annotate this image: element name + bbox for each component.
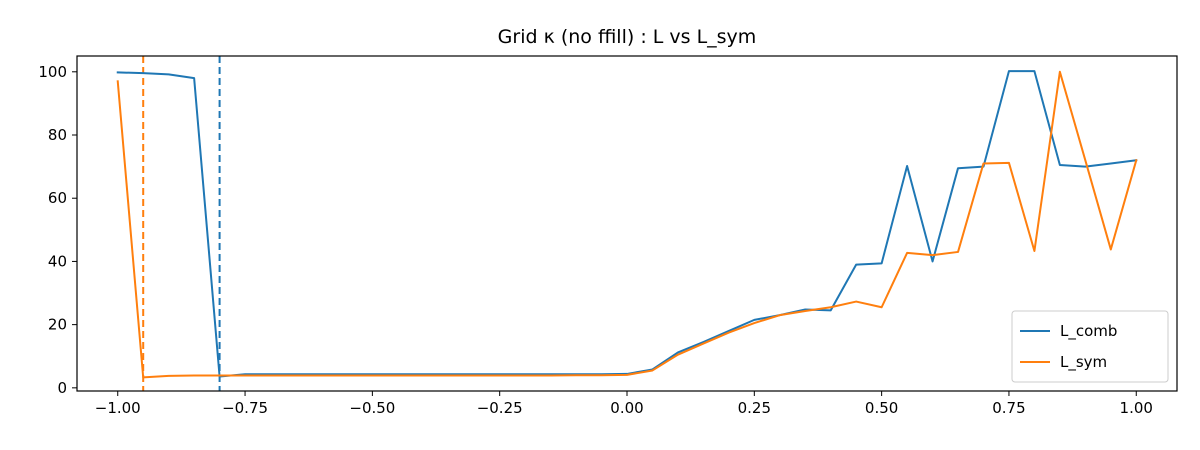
chart-title: Grid κ (no ffill) : L vs L_sym [498, 26, 757, 48]
legend-label-L-comb: L_comb [1060, 322, 1117, 341]
x-tick-label: 0.00 [610, 399, 643, 417]
series-line-l-sym [116, 70, 1138, 379]
x-tick-label: 0.75 [992, 399, 1025, 417]
legend-box [1011, 310, 1169, 383]
y-axis: 0 20 40 60 80 100 [38, 63, 77, 397]
y-tick-label: 20 [48, 316, 67, 334]
y-tick-label: 60 [48, 189, 67, 207]
x-tick-label: −0.25 [477, 399, 523, 417]
x-axis: −1.00 −0.75 −0.50 −0.25 0.00 0.25 0.50 0.75 1.00 [95, 391, 1153, 417]
y-tick-label: 0 [57, 379, 67, 397]
legend: L_comb L_sym [1011, 310, 1169, 383]
x-tick-label: −1.00 [95, 399, 141, 417]
x-tick-label: 0.25 [738, 399, 771, 417]
x-tick-label: −0.75 [222, 399, 268, 417]
x-tick-label: 0.50 [865, 399, 898, 417]
x-tick-label: −0.50 [349, 399, 395, 417]
plot-area [116, 56, 1138, 391]
y-tick-label: 100 [38, 63, 67, 81]
y-tick-label: 80 [48, 126, 67, 144]
y-tick-label: 40 [48, 252, 67, 270]
x-tick-label: 1.00 [1120, 399, 1153, 417]
legend-label-L-sym: L_sym [1060, 353, 1107, 372]
